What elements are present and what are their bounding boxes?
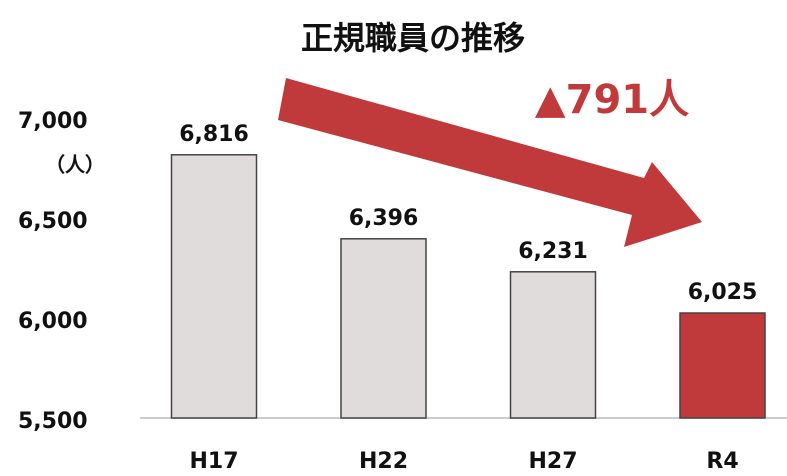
y-unit-label: （人） [45, 153, 105, 177]
x-tick-label: H17 [189, 449, 238, 474]
annotation: ▲791人 [535, 77, 689, 123]
value-label: 6,231 [518, 239, 588, 264]
x-tick-label: H22 [359, 449, 408, 474]
bar [170, 154, 258, 419]
y-tick-label: 6,000 [18, 309, 88, 334]
y-tick-label: 6,500 [18, 209, 88, 234]
x-tick-label: R4 [706, 449, 738, 474]
bar [340, 238, 427, 419]
value-label: 6,816 [179, 122, 249, 147]
y-tick-label: 7,000 [18, 109, 88, 134]
value-label: 6,396 [349, 206, 419, 231]
bar [679, 312, 766, 419]
chart-title: 正規職員の推移 [301, 19, 525, 57]
trend-arrow [278, 78, 702, 247]
y-tick-label: 5,500 [18, 409, 88, 434]
arrow-shape [278, 78, 702, 247]
value-label: 6,025 [688, 280, 758, 305]
bar [509, 271, 597, 419]
x-tick-label: H27 [528, 449, 577, 474]
